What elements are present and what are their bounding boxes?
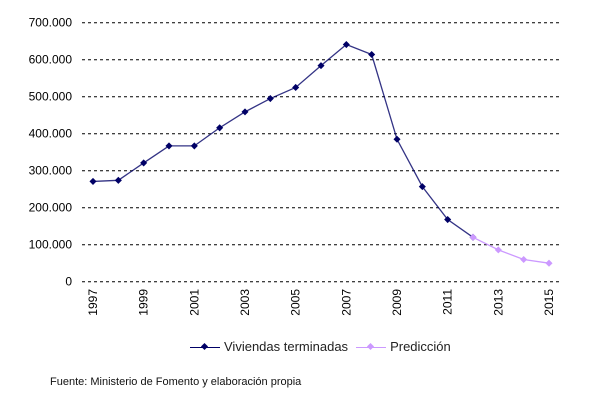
x-tick-label: 2007 bbox=[339, 289, 353, 316]
y-tick-label: 500.000 bbox=[29, 90, 73, 104]
data-point bbox=[545, 259, 553, 267]
data-point bbox=[190, 142, 198, 150]
data-point bbox=[216, 124, 224, 132]
data-point bbox=[165, 142, 173, 150]
data-point bbox=[292, 83, 300, 91]
x-tick-label: 2005 bbox=[289, 289, 303, 316]
legend-item-prediccion: Predicción bbox=[356, 339, 451, 354]
x-tick-label: 2015 bbox=[542, 289, 556, 316]
x-tick-label: 2001 bbox=[187, 289, 201, 316]
y-tick-label: 400.000 bbox=[29, 127, 73, 141]
legend-item-viviendas: Viviendas terminadas bbox=[190, 339, 348, 354]
line-chart: 0 100.000 200.000 300.000 400.000 500.000 600.… bbox=[29, 16, 562, 316]
series-line bbox=[472, 236, 550, 264]
y-tick-label: 200.000 bbox=[29, 201, 73, 215]
data-point bbox=[241, 108, 249, 116]
data-point bbox=[418, 183, 426, 191]
y-tick-label: 300.000 bbox=[29, 164, 73, 178]
y-tick-label: 100.000 bbox=[29, 238, 73, 252]
data-point bbox=[140, 159, 148, 167]
data-point bbox=[393, 135, 401, 143]
legend: Viviendas terminadas Predicción bbox=[190, 339, 459, 354]
data-point bbox=[114, 176, 122, 184]
x-tick-label: 2003 bbox=[238, 289, 252, 316]
x-tick-label: 1999 bbox=[137, 289, 151, 316]
data-point bbox=[520, 255, 528, 264]
data-point bbox=[469, 233, 477, 241]
data-point bbox=[494, 246, 502, 254]
y-tick-label: 0 bbox=[65, 275, 72, 289]
series-line bbox=[92, 43, 474, 238]
x-tick-label: 2013 bbox=[491, 289, 505, 316]
legend-label-prediccion: Predicción bbox=[390, 339, 451, 354]
data-point bbox=[317, 62, 325, 70]
y-tick-label: 600.000 bbox=[29, 53, 73, 67]
x-tick-label: 2009 bbox=[390, 289, 404, 316]
y-tick-label: 700.000 bbox=[29, 16, 73, 30]
data-point bbox=[266, 95, 274, 103]
data-point bbox=[342, 40, 350, 49]
data-point bbox=[89, 177, 97, 185]
legend-marker-viviendas bbox=[190, 342, 220, 352]
data-point bbox=[444, 216, 452, 224]
x-tick-label: 1997 bbox=[86, 289, 100, 316]
legend-marker-prediccion bbox=[356, 342, 387, 352]
source-note: Fuente: Ministerio de Fomento y elaborac… bbox=[50, 376, 302, 388]
x-tick-label: 2011 bbox=[441, 289, 455, 315]
legend-label-viviendas: Viviendas terminadas bbox=[224, 339, 349, 354]
data-point bbox=[368, 50, 376, 59]
